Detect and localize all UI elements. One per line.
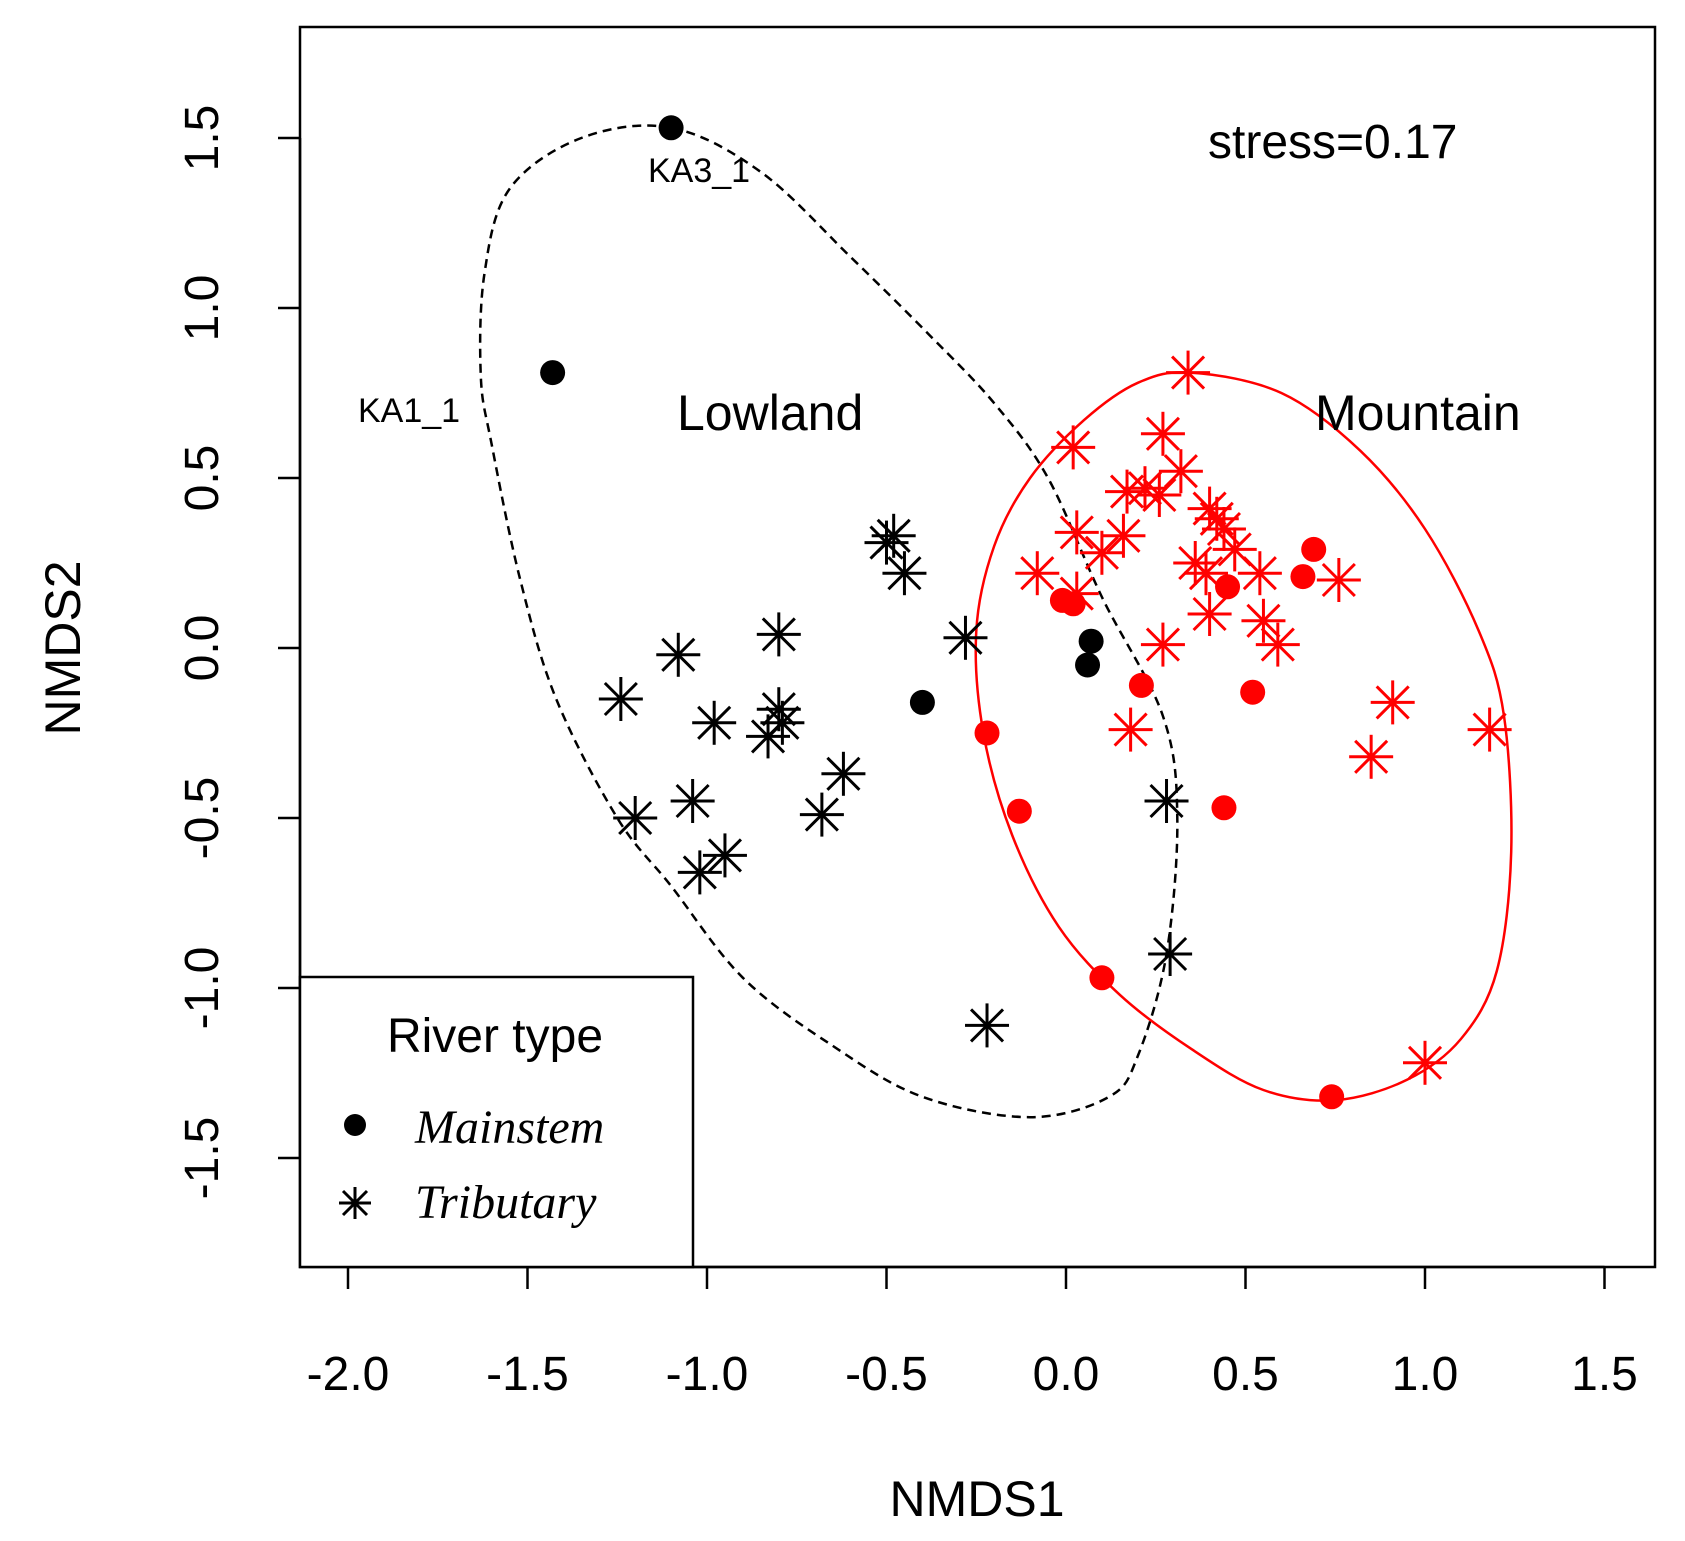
lowland-tributary-point bbox=[702, 833, 747, 878]
mountain-mainstem-point bbox=[974, 720, 1000, 746]
mountain-tributary-point bbox=[1015, 551, 1060, 596]
mountain-tributary-point bbox=[1079, 530, 1124, 575]
mountain-tributary-point bbox=[1108, 707, 1153, 752]
group-ellipses bbox=[478, 124, 1513, 1119]
mountain-mainstem-point bbox=[1128, 672, 1154, 698]
mountain-tributary-point bbox=[1201, 507, 1246, 551]
lowland-tributary-point bbox=[1144, 779, 1189, 823]
lowland-tributary-point bbox=[760, 700, 805, 745]
mountain-tributary-point bbox=[1370, 680, 1415, 725]
mountain-tributary-point bbox=[1349, 734, 1394, 779]
lowland-tributary-point bbox=[965, 1003, 1010, 1048]
mountain-tributary-point bbox=[1101, 513, 1146, 558]
mountain-tributary-point bbox=[1158, 449, 1203, 494]
mountain-tributary-point bbox=[1140, 411, 1185, 456]
lowland-tributary-point bbox=[1148, 932, 1193, 976]
lowland-tributary-point bbox=[943, 615, 988, 660]
mountain-mainstem-point bbox=[1006, 798, 1032, 824]
legend-tributary-label: Tributary bbox=[415, 1176, 597, 1229]
y-tick-label: 0.0 bbox=[176, 615, 229, 682]
mountain-tributary-point bbox=[1212, 527, 1257, 572]
mountain-tributary-point bbox=[1184, 551, 1229, 596]
legend-title: River type bbox=[387, 1010, 603, 1063]
mountain-tributary-point bbox=[1187, 592, 1232, 636]
lowland-mainstem-point bbox=[1078, 628, 1104, 654]
mountain-tributary-point bbox=[1166, 350, 1211, 395]
mountain-tributary-point bbox=[1467, 707, 1512, 752]
x-tick-label: 0.0 bbox=[1033, 1348, 1100, 1401]
mountain-tributary-point bbox=[1255, 622, 1300, 667]
x-tick-label: 0.5 bbox=[1212, 1348, 1279, 1401]
legend-mainstem-marker bbox=[344, 1114, 366, 1136]
x-tick-label: -0.5 bbox=[845, 1348, 928, 1401]
lowland-tributary-point bbox=[871, 513, 916, 558]
mountain-mainstem-point bbox=[1211, 795, 1237, 821]
lowland-mainstem-point bbox=[658, 115, 684, 141]
legend: River type Mainstem Tributary bbox=[298, 975, 695, 1269]
mountain-tributary-point bbox=[1054, 510, 1099, 555]
lowland-mainstem-point bbox=[1075, 652, 1101, 678]
lowland-tributary-point bbox=[613, 796, 658, 840]
y-axis-title: NMDS2 bbox=[35, 560, 91, 735]
lowland-tributary-point bbox=[677, 850, 722, 895]
lowland-tributary-point bbox=[821, 751, 866, 796]
plot-frame bbox=[298, 25, 1657, 1269]
y-tick-label: 1.5 bbox=[176, 105, 229, 172]
mountain-mainstem-point bbox=[1240, 679, 1266, 705]
x-tick-label: -2.0 bbox=[307, 1348, 390, 1401]
x-tick-label: -1.0 bbox=[666, 1348, 749, 1401]
legend-tributary-marker bbox=[339, 1187, 371, 1219]
lowland-tributary-point bbox=[692, 700, 737, 745]
stress-annotation: stress=0.17 bbox=[1208, 116, 1457, 169]
x-tick-label: 1.0 bbox=[1392, 1348, 1459, 1401]
y-tick-label: 1.0 bbox=[176, 275, 229, 342]
mountain-mainstem-point bbox=[1089, 965, 1115, 991]
lowland-mainstem-point bbox=[909, 689, 935, 715]
lowland-tributary-point bbox=[598, 677, 643, 721]
mountain-mainstem-point bbox=[1215, 574, 1241, 600]
ellipse-lowland bbox=[478, 124, 1179, 1119]
mountain-tributary-point bbox=[1051, 425, 1096, 470]
lowland-tributary-point bbox=[656, 632, 701, 677]
mountain-mainstem-point bbox=[1301, 536, 1327, 562]
y-tick-label: -0.5 bbox=[176, 777, 229, 860]
x-tick-label: 1.5 bbox=[1571, 1348, 1638, 1401]
mountain-tributary-point bbox=[1054, 571, 1099, 616]
lowland-tributary-point bbox=[882, 551, 927, 596]
data-points bbox=[540, 115, 1512, 1110]
point-label-ka3: KA3_1 bbox=[648, 152, 750, 190]
lowland-tributary-point bbox=[756, 612, 801, 657]
y-tick-label: -1.0 bbox=[176, 947, 229, 1030]
point-label-ka1: KA1_1 bbox=[358, 392, 460, 430]
mountain-mainstem-point bbox=[1290, 564, 1316, 590]
mountain-tributary-point bbox=[1316, 558, 1361, 602]
x-tick-label: -1.5 bbox=[486, 1348, 569, 1401]
lowland-tributary-point bbox=[799, 792, 844, 837]
lowland-tributary-point bbox=[670, 779, 715, 823]
ellipse-mountain bbox=[974, 370, 1513, 1102]
mountain-tributary-point bbox=[1241, 598, 1286, 643]
y-tick-label: -1.5 bbox=[176, 1117, 229, 1200]
axes: -2.0 -1.5 -1.0 -0.5 0.0 0.5 1.0 1.5 -1.5 -1.0 -0.5… bbox=[176, 105, 1638, 1401]
lowland-mainstem-point bbox=[540, 360, 566, 386]
mountain-tributary-point bbox=[1137, 473, 1182, 517]
mountain-tributary-point bbox=[1140, 622, 1185, 667]
mountain-group-label: Mountain bbox=[1315, 385, 1521, 441]
mountain-tributary-point bbox=[1237, 551, 1282, 596]
x-axis-title: NMDS1 bbox=[889, 1471, 1064, 1527]
lowland-group-label: Lowland bbox=[677, 385, 863, 441]
mountain-tributary-point bbox=[1403, 1040, 1447, 1085]
mountain-mainstem-point bbox=[1319, 1084, 1345, 1110]
legend-mainstem-label: Mainstem bbox=[414, 1101, 604, 1154]
y-tick-label: 0.5 bbox=[176, 445, 229, 512]
